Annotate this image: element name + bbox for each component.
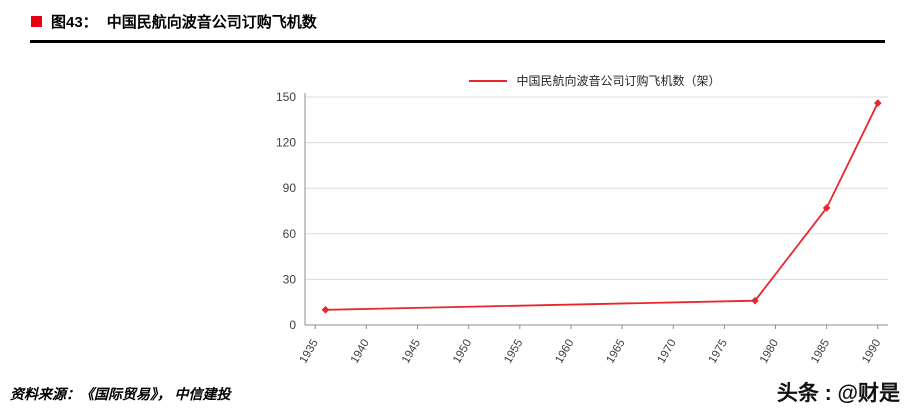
x-tick-label: 1950 xyxy=(451,338,474,366)
watermark-text: 头条 : @财是 xyxy=(776,382,900,405)
legend-line-marker-icon xyxy=(469,79,508,82)
y-tick-label: 30 xyxy=(283,272,297,286)
x-tick-label: 1945 xyxy=(400,338,423,366)
x-tick-label: 1980 xyxy=(758,338,781,366)
title-divider xyxy=(30,40,885,43)
red-square-bullet-icon xyxy=(31,16,42,27)
x-tick-label: 1985 xyxy=(809,338,832,366)
data-point-marker xyxy=(822,204,831,212)
x-tick-label: 1965 xyxy=(604,338,627,366)
y-tick-label: 0 xyxy=(289,318,296,332)
figure-number-label: 图43： xyxy=(51,14,98,31)
x-tick-label: 1940 xyxy=(349,338,372,366)
y-tick-label: 60 xyxy=(283,227,297,241)
data-line xyxy=(325,102,879,311)
figure-title: 中国民航向波音公司订购飞机数 xyxy=(106,14,317,31)
x-tick-label: 1975 xyxy=(707,338,730,366)
legend-label: 中国民航向波音公司订购飞机数（架） xyxy=(516,74,721,88)
source-note: 资料来源：《国际贸易》， 中信建投 xyxy=(10,388,231,403)
y-tick-label: 150 xyxy=(276,90,296,104)
x-tick-label: 1955 xyxy=(502,338,525,366)
y-tick-label: 120 xyxy=(276,136,296,150)
x-tick-label: 1935 xyxy=(298,338,321,366)
data-point-marker xyxy=(873,99,882,107)
data-point-marker xyxy=(321,306,330,314)
x-tick-label: 1990 xyxy=(860,338,883,366)
data-point-marker xyxy=(751,296,759,305)
x-tick-label: 1960 xyxy=(553,338,576,366)
figure-header: 图43： 中国民航向波音公司订购飞机数 xyxy=(31,11,317,32)
chart-legend: 中国民航向波音公司订购飞机数（架） xyxy=(300,72,890,89)
line-chart-svg: 0 30 60 90 120 150 1935 1940 1945 1950 1955 1960 196… xyxy=(276,90,888,366)
x-tick-label: 1970 xyxy=(656,338,679,366)
y-tick-label: 90 xyxy=(283,181,297,195)
